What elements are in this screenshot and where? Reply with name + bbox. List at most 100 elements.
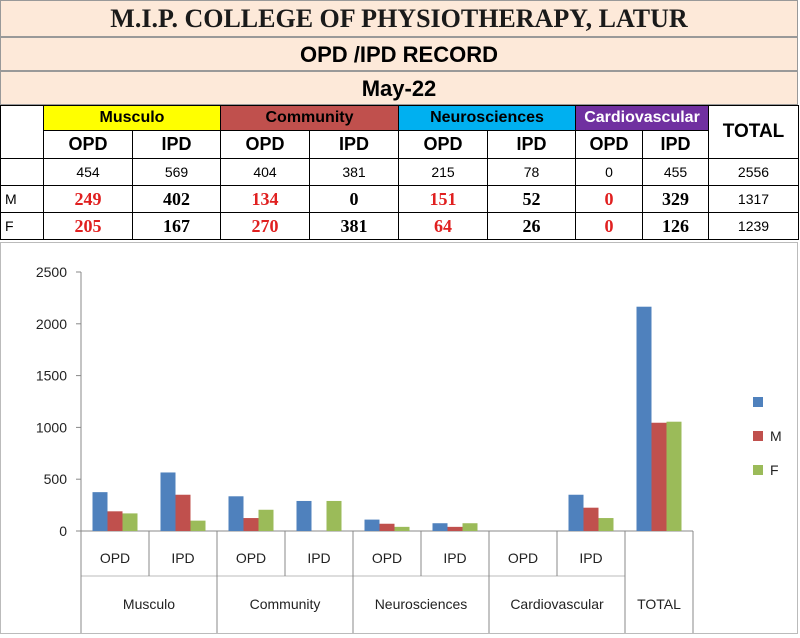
- table-corner-cell: [0, 105, 44, 159]
- bar: [568, 494, 584, 531]
- bar-chart: 0 500 1000 1500 2000 2500 OPD IPD OPD IPD OPD IPD OP…: [36, 264, 782, 633]
- legend-label: M: [770, 428, 782, 444]
- x-category-label: IPD: [443, 550, 466, 566]
- bar: [462, 523, 478, 531]
- sub-header-cell: IPD: [487, 130, 576, 159]
- legend-swatch: [753, 465, 763, 475]
- opd-ipd-table: Musculo Community Neurosciences Cardiova…: [0, 105, 799, 240]
- sub-header-cell: IPD: [132, 130, 221, 159]
- row-label: M: [0, 185, 44, 213]
- bar: [122, 513, 138, 531]
- table-row: M 249 402 134 0 151 52 0 329 1317: [0, 185, 799, 213]
- table-cell: 52: [487, 185, 576, 213]
- table-cell: 205: [43, 212, 133, 240]
- month-label: May-22: [0, 71, 798, 105]
- row-label: F: [0, 212, 44, 240]
- x-group-label: Musculo: [123, 596, 175, 612]
- group-header-musculo: Musculo: [43, 105, 221, 131]
- bar: [432, 523, 448, 531]
- row-total: 1317: [708, 185, 799, 213]
- group-header-community: Community: [220, 105, 399, 131]
- table-cell: 455: [642, 158, 709, 186]
- bar: [394, 526, 410, 531]
- bar: [243, 518, 259, 531]
- bar: [583, 507, 599, 531]
- legend-label: F: [770, 462, 779, 478]
- bar: [228, 496, 244, 531]
- x-group-label: Community: [250, 596, 321, 612]
- row-total: 1239: [708, 212, 799, 240]
- x-category-label: OPD: [372, 550, 402, 566]
- bar: [364, 519, 380, 531]
- bar: [296, 500, 312, 531]
- table-row: F 205 167 270 381 64 26 0 126 1239: [0, 212, 799, 240]
- chart-area: 0 500 1000 1500 2000 2500 OPD IPD OPD IPD OPD IPD OP…: [0, 242, 798, 634]
- x-category-label: OPD: [100, 550, 130, 566]
- bar: [636, 306, 652, 531]
- table-cell: 126: [642, 212, 709, 240]
- bar: [107, 511, 123, 531]
- total-header: TOTAL: [708, 105, 799, 159]
- table-cell: 329: [642, 185, 709, 213]
- bar: [190, 520, 206, 531]
- table-cell: 0: [575, 185, 643, 213]
- sub-header-cell: OPD: [575, 130, 643, 159]
- table-cell: 381: [309, 212, 399, 240]
- y-tick-label: 0: [59, 523, 67, 539]
- bar: [92, 492, 108, 531]
- x-group-label: TOTAL: [637, 596, 681, 612]
- bar: [379, 523, 395, 531]
- table-cell: 249: [43, 185, 133, 213]
- bar: [666, 421, 682, 531]
- bar: [326, 500, 342, 531]
- table-cell: 381: [309, 158, 399, 186]
- table-cell: 569: [132, 158, 221, 186]
- group-header-neurosciences: Neurosciences: [398, 105, 576, 131]
- x-group-label: Cardiovascular: [510, 596, 604, 612]
- y-tick-label: 1500: [36, 368, 67, 384]
- table-cell: 215: [398, 158, 488, 186]
- record-subtitle: OPD /IPD RECORD: [0, 37, 798, 71]
- table-cell: 26: [487, 212, 576, 240]
- group-header-cardiovascular: Cardiovascular: [575, 105, 709, 131]
- sub-header-cell: IPD: [309, 130, 399, 159]
- table-cell: 402: [132, 185, 221, 213]
- table-cell: 0: [575, 158, 643, 186]
- bar: [447, 526, 463, 531]
- table-cell: 454: [43, 158, 133, 186]
- bar: [651, 422, 667, 531]
- page-title: M.I.P. COLLEGE OF PHYSIOTHERAPY, LATUR: [0, 0, 798, 37]
- legend-swatch: [753, 397, 763, 407]
- sub-header-cell: IPD: [642, 130, 709, 159]
- x-category-label: IPD: [579, 550, 602, 566]
- table-cell: 404: [220, 158, 310, 186]
- table-cell: 270: [220, 212, 310, 240]
- table-cell: 167: [132, 212, 221, 240]
- table-cell: 64: [398, 212, 488, 240]
- sub-header-cell: OPD: [43, 130, 133, 159]
- table-cell: 0: [575, 212, 643, 240]
- table-cell: 151: [398, 185, 488, 213]
- x-category-label: IPD: [307, 550, 330, 566]
- bar: [258, 509, 274, 531]
- x-category-label: OPD: [508, 550, 538, 566]
- row-total: 2556: [708, 158, 799, 186]
- bar: [160, 472, 176, 531]
- y-tick-label: 1000: [36, 419, 67, 435]
- bar: [175, 494, 191, 531]
- table-cell: 134: [220, 185, 310, 213]
- y-tick-label: 2000: [36, 316, 67, 332]
- table-cell: 78: [487, 158, 576, 186]
- y-tick-label: 500: [44, 471, 68, 487]
- table-cell: 0: [309, 185, 399, 213]
- x-category-label: OPD: [236, 550, 266, 566]
- y-tick-label: 2500: [36, 264, 67, 280]
- table-row: 454 569 404 381 215 78 0 455 2556: [0, 158, 799, 186]
- x-category-label: IPD: [171, 550, 194, 566]
- legend-swatch: [753, 431, 763, 441]
- bar: [598, 518, 614, 531]
- x-group-label: Neurosciences: [375, 596, 468, 612]
- sub-header-cell: OPD: [220, 130, 310, 159]
- row-label: [0, 158, 44, 186]
- sub-header-cell: OPD: [398, 130, 488, 159]
